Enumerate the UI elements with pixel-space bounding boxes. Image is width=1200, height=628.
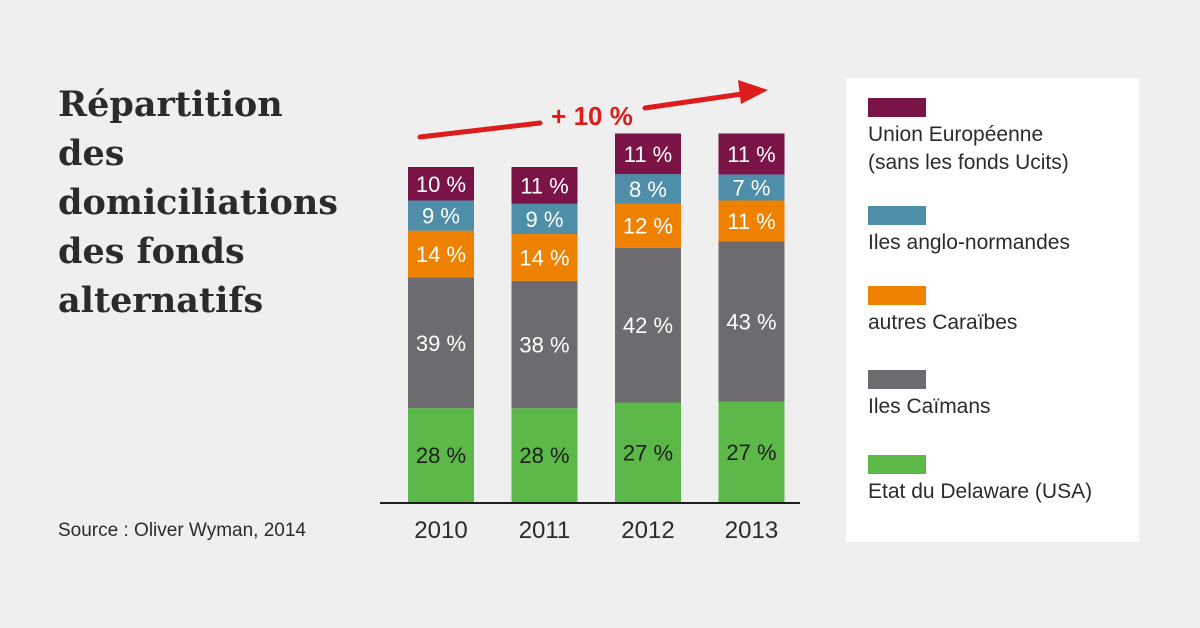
data-label: 27 %: [726, 440, 776, 465]
title-line: des: [58, 133, 125, 174]
legend-swatch: [868, 455, 926, 474]
data-label: 39 %: [416, 331, 466, 356]
data-label: 11 %: [520, 173, 569, 198]
x-tick-label: 2013: [725, 517, 778, 544]
growth-arrow-line: [642, 91, 745, 111]
legend-item-caraibes: autres Caraïbes: [868, 286, 1017, 337]
legend-label-line: (sans les fonds Ucits): [868, 151, 1069, 174]
legend-swatch: [868, 286, 926, 305]
data-label: 9 %: [526, 207, 564, 232]
data-label: 14 %: [519, 245, 569, 270]
data-label: 7 %: [733, 175, 771, 200]
title-line: domiciliations: [58, 182, 338, 223]
bar-segment: [718, 401, 785, 502]
bar-segment: [615, 402, 681, 502]
x-tick-label: 2011: [519, 517, 571, 544]
legend-swatch: [868, 370, 926, 389]
x-tick-label: 2010: [414, 517, 467, 544]
bar-segment: [511, 234, 578, 281]
bar-segment: [511, 167, 578, 204]
x-tick-label: 2012: [621, 517, 674, 544]
data-label: 8 %: [629, 177, 667, 202]
data-label: 28 %: [416, 443, 466, 468]
stacked-bar-chart: 28 % 39 % 14 % 9 % 10 % 2010 28 % 38 % 14 % 9 % 11…: [380, 80, 800, 544]
title-line: Répartition: [58, 84, 283, 125]
legend-swatch: [868, 98, 926, 117]
bar-segment: [718, 174, 785, 201]
bar-segment: [511, 408, 578, 502]
bar-segment: [718, 200, 785, 242]
chart-title: Répartition des domiciliations des fonds…: [58, 80, 358, 325]
legend-label: autres Caraïbes: [868, 311, 1018, 334]
legend-swatch: [868, 206, 926, 225]
legend-label: Iles anglo-normandes: [868, 231, 1070, 254]
data-label: 14 %: [416, 242, 466, 267]
data-label: 11 %: [727, 209, 776, 234]
bar-segment: [718, 133, 785, 175]
legend-label: Etat du Delaware (USA): [868, 480, 1093, 503]
title-line: des fonds: [58, 231, 245, 272]
bar-segment: [718, 241, 785, 402]
bar-segment: [511, 203, 578, 234]
data-label: 27 %: [623, 440, 673, 465]
data-label: 43 %: [726, 309, 776, 334]
data-label: 9 %: [422, 204, 460, 229]
source-note: Source : Oliver Wyman, 2014: [58, 520, 306, 541]
bar-segment: [408, 408, 474, 502]
bar-segment: [615, 247, 681, 403]
growth-arrow-line: [417, 120, 543, 140]
data-label: 12 %: [623, 214, 673, 239]
bar-segment: [615, 203, 681, 248]
legend-item-delaware: Etat du Delaware (USA): [868, 455, 1092, 506]
bar-segment: [511, 280, 578, 409]
legend-label: Iles Caïmans: [868, 395, 991, 418]
bar-segment: [408, 230, 474, 278]
legend-label: Union Européenne (sans les fonds Ucits): [868, 121, 1069, 177]
bar-segment: [408, 277, 474, 409]
legend: Union Européenne (sans les fonds Ucits) …: [846, 78, 1139, 542]
bar-segment: [408, 167, 474, 201]
data-label: 11 %: [727, 142, 776, 167]
data-label: 10 %: [416, 172, 466, 197]
legend-item-caimans: Iles Caïmans: [868, 370, 991, 421]
legend-item-anglo: Iles anglo-normandes: [868, 206, 1070, 257]
data-label: 11 %: [624, 142, 673, 167]
bar-segment: [408, 200, 474, 231]
data-label: 38 %: [519, 333, 569, 358]
legend-item-ue: Union Européenne (sans les fonds Ucits): [868, 98, 1069, 177]
bar-segment: [615, 133, 681, 175]
bar-segment: [615, 174, 681, 204]
growth-arrow-head: [738, 80, 768, 104]
legend-label-line: Union Européenne: [868, 123, 1044, 146]
title-line: alternatifs: [58, 280, 264, 321]
data-label: 28 %: [519, 443, 569, 468]
growth-annotation: + 10 %: [551, 101, 633, 131]
data-label: 42 %: [623, 313, 673, 338]
